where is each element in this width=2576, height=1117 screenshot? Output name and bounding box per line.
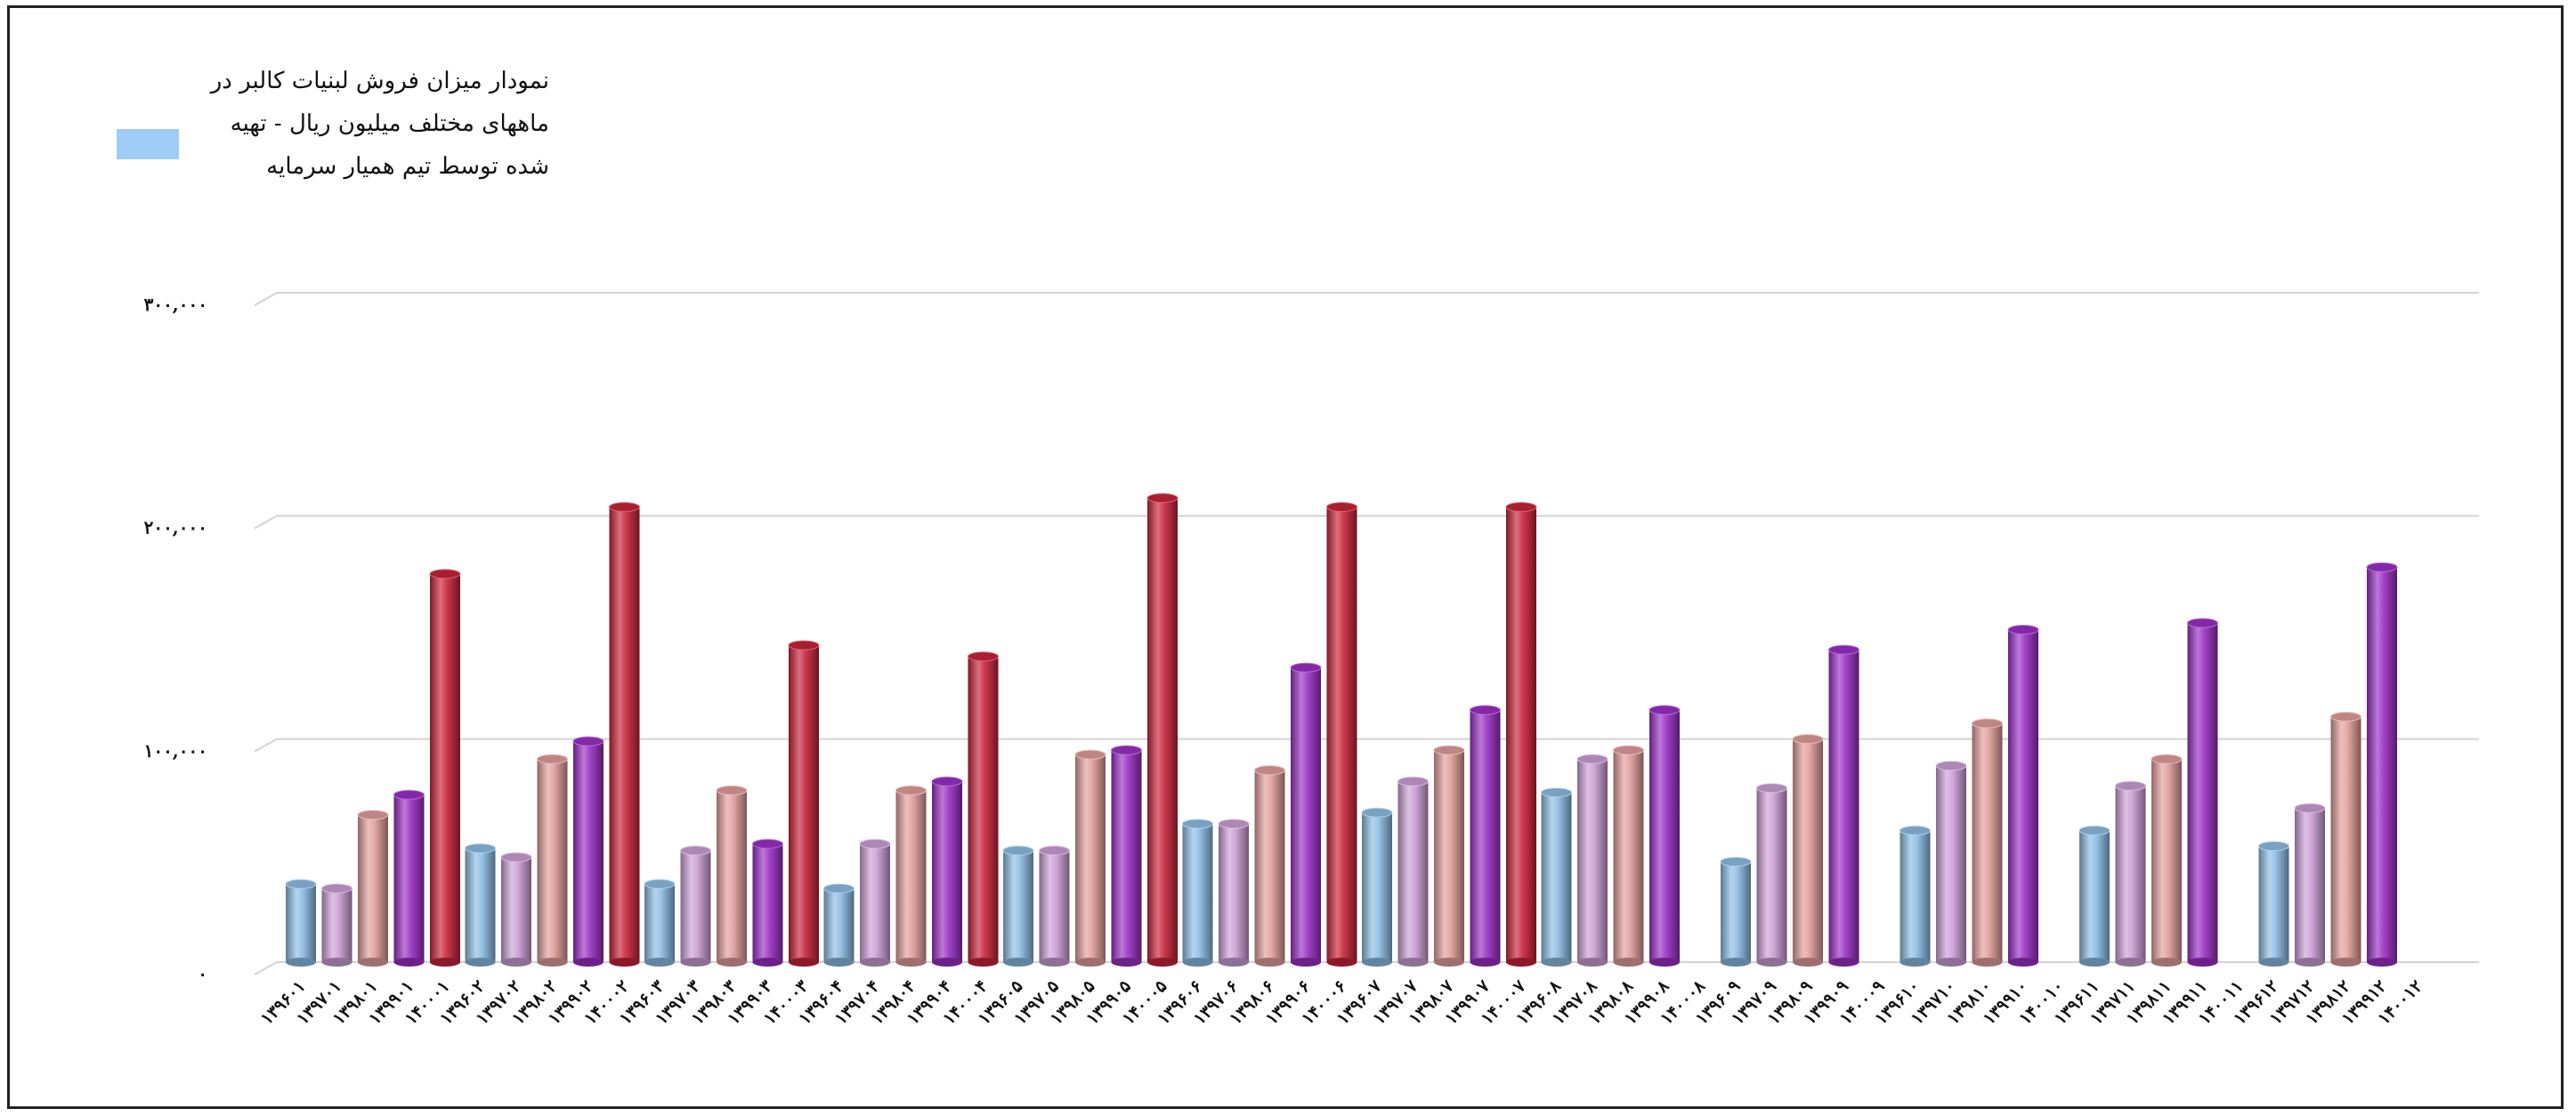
bar: [788, 640, 820, 967]
legend-label: نمودار میزان فروش لبنیات کالبر در ماههای…: [210, 68, 549, 180]
y-tick-label: ۱۰۰,۰۰۰: [144, 740, 207, 761]
gridline: [254, 738, 2479, 753]
gridline: [254, 292, 2479, 306]
bar: [609, 502, 640, 967]
bar: [1972, 718, 2003, 967]
bar: [1648, 705, 1681, 967]
bar: [1576, 754, 1608, 967]
bar: [1002, 846, 1034, 967]
bar: [2078, 825, 2110, 967]
bar: [752, 838, 783, 967]
bar: [2151, 754, 2183, 967]
bar: [2366, 562, 2398, 967]
bar: [1397, 776, 1429, 967]
bar: [321, 883, 352, 967]
bar: [1039, 846, 1070, 967]
bar: [357, 810, 389, 967]
bar: [393, 789, 425, 967]
bar: [1182, 819, 1213, 967]
bar: [968, 652, 999, 967]
bar: [285, 878, 317, 967]
bar: [500, 852, 532, 967]
y-tick-label: ۳۰۰,۰۰۰: [144, 294, 207, 315]
bar: [716, 785, 748, 967]
bar: [1541, 787, 1572, 967]
bar: [1326, 502, 1357, 967]
bars: [285, 493, 2398, 967]
legend: نمودار میزان فروش لبنیات کالبر در ماههای…: [117, 60, 549, 188]
bar: [1470, 705, 1501, 967]
bar: [1900, 825, 1931, 967]
chart-frame: ۰ ۱۰۰,۰۰۰ ۲۰۰,۰۰۰ ۳۰۰,۰۰۰ ۱۳۹۶۰۱ ۱۳۹۷۰۱ ۱۳۹۸۰…: [7, 5, 2564, 1109]
bar: [1433, 745, 1465, 967]
bar: [2007, 625, 2039, 967]
bar: [644, 878, 676, 967]
bar: [823, 883, 855, 967]
bar: [1613, 745, 1644, 967]
bar: [2187, 618, 2218, 967]
bar: [2115, 781, 2146, 967]
bar: [1828, 644, 1859, 967]
bar: [680, 846, 711, 967]
bar: [537, 754, 568, 967]
bar: [1935, 760, 1967, 967]
bar: [1290, 662, 1322, 967]
bar: [465, 843, 496, 967]
bar: [2330, 711, 2361, 967]
bar: [895, 785, 927, 967]
gridline: [254, 514, 2479, 530]
bar: [2294, 803, 2326, 967]
y-axis-ticks: ۰ ۱۰۰,۰۰۰ ۲۰۰,۰۰۰ ۳۰۰,۰۰۰: [144, 294, 207, 984]
bar: [1254, 765, 1285, 967]
bar: [429, 569, 461, 967]
bar: [1074, 749, 1106, 967]
bar: [1720, 856, 1752, 967]
bar-chart: ۰ ۱۰۰,۰۰۰ ۲۰۰,۰۰۰ ۳۰۰,۰۰۰ ۱۳۹۶۰۱۱۳۹۷۰۱۱۳۹۸۰…: [144, 292, 2479, 1029]
legend-swatch: [117, 129, 179, 159]
bar: [1756, 782, 1787, 967]
bar: [1146, 493, 1179, 967]
y-tick-label: ۲۰۰,۰۰۰: [144, 517, 207, 538]
bar: [1361, 807, 1393, 967]
bar: [1505, 502, 1537, 967]
y-tick-label: ۰: [198, 963, 207, 984]
bar: [572, 736, 604, 967]
bar: [1792, 733, 1824, 967]
bar: [1218, 819, 1250, 967]
bar: [931, 776, 963, 967]
bar: [1111, 745, 1142, 967]
bar: [2258, 841, 2289, 967]
bar: [859, 838, 891, 967]
x-axis-labels: ۱۳۹۶۰۱۱۳۹۷۰۱۱۳۹۸۰۱۱۳۹۹۰۱۱۴۰۰۰۱۱۳۹۶۰۲۱۳۹۷…: [257, 975, 2426, 1028]
